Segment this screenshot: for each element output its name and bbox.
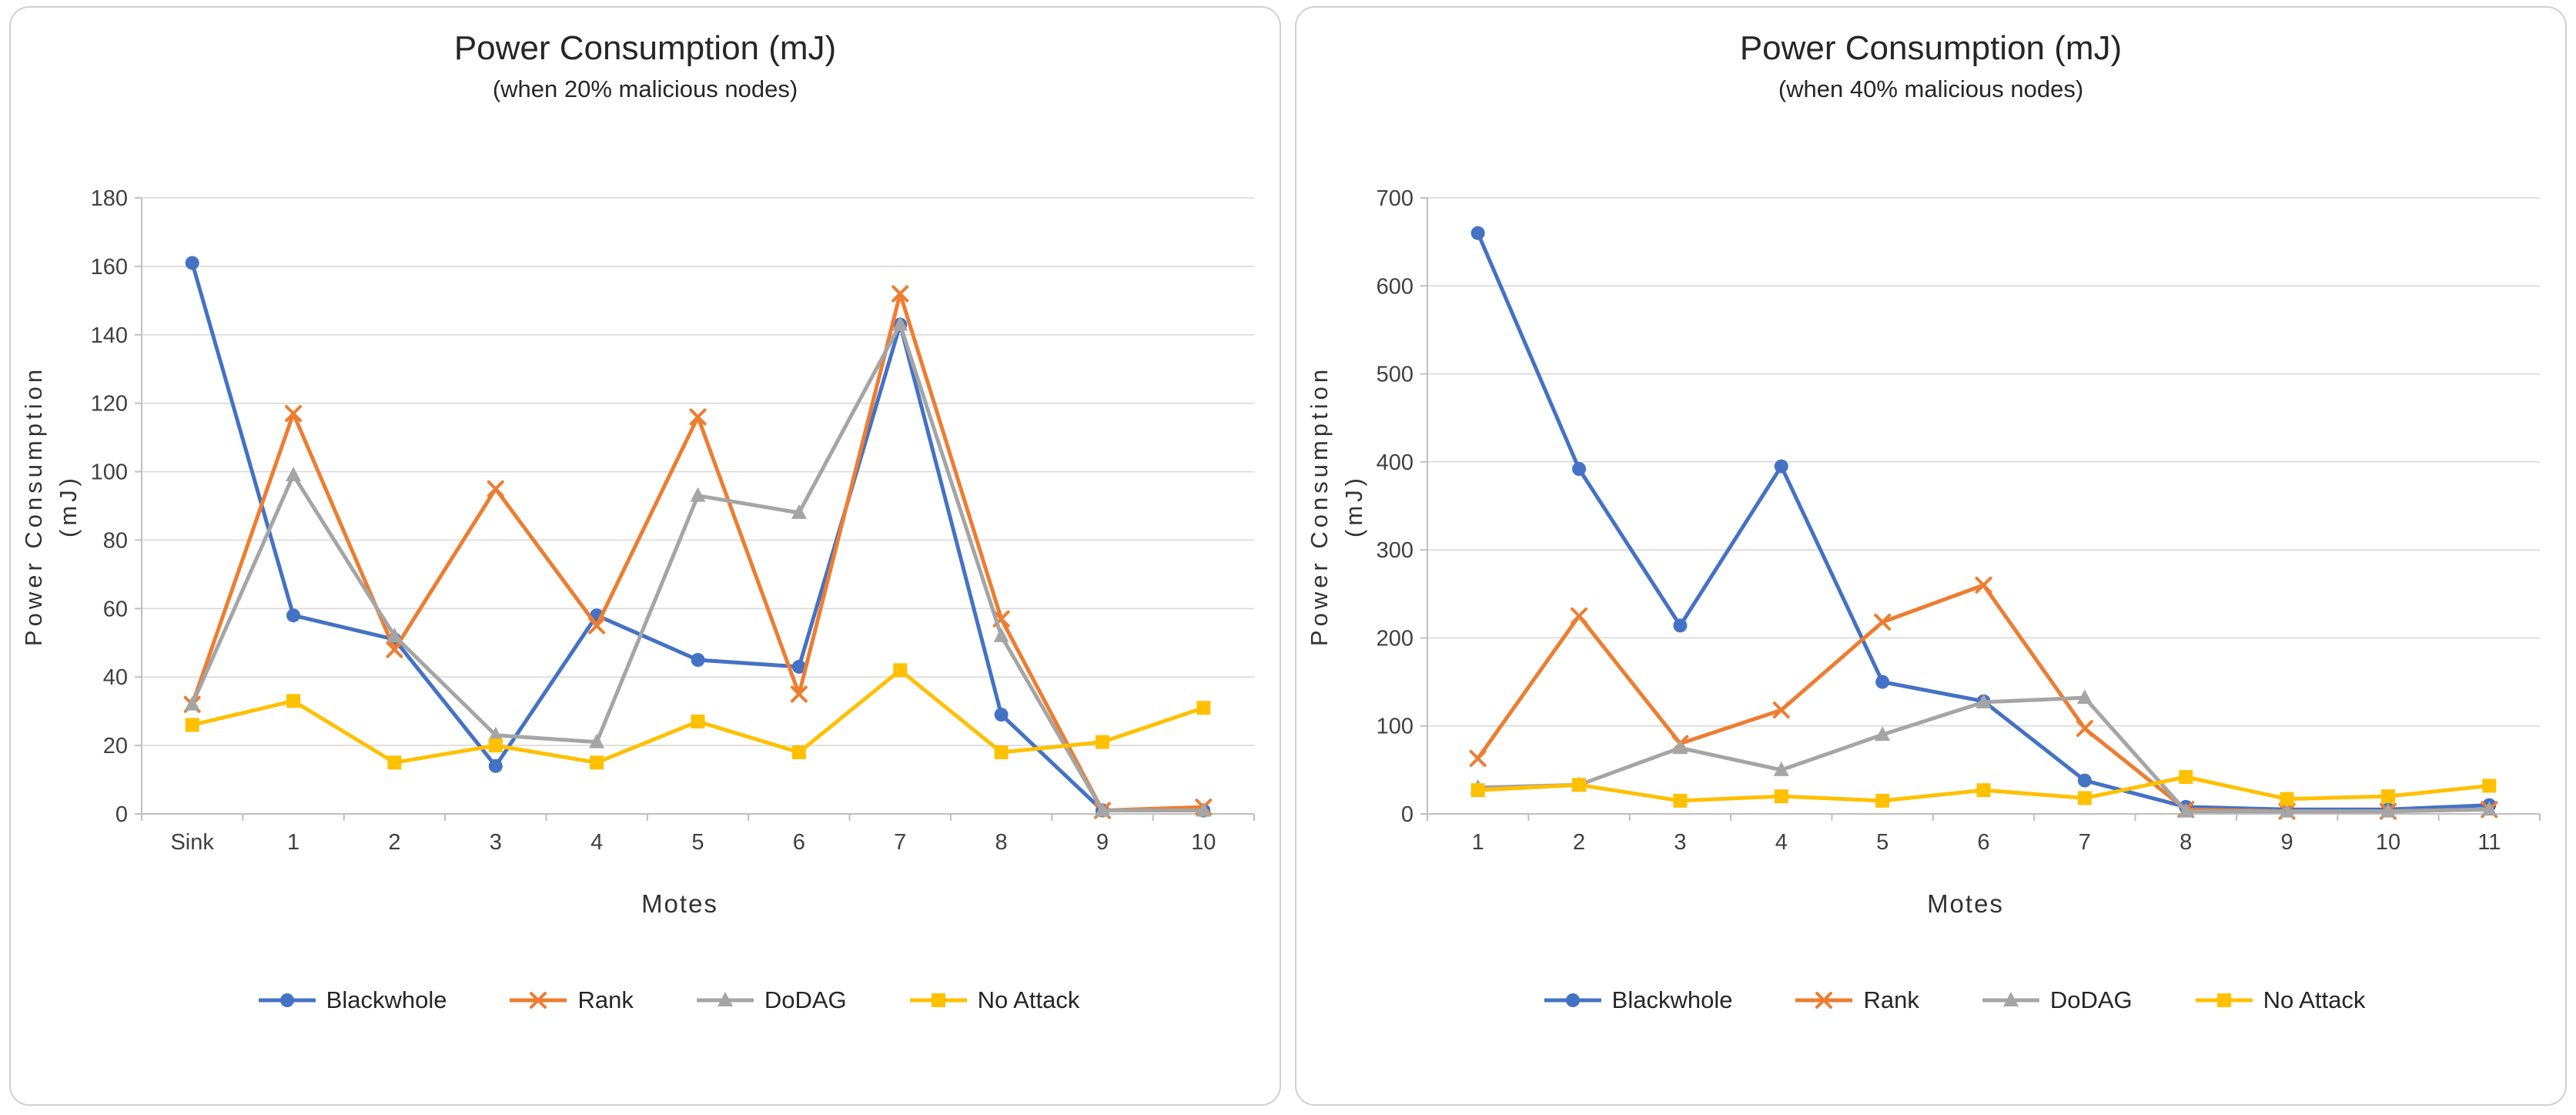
svg-text:3: 3 bbox=[490, 830, 502, 855]
svg-text:1: 1 bbox=[1472, 830, 1484, 855]
svg-text:11: 11 bbox=[2477, 830, 2501, 855]
legend-marker-rank-icon bbox=[510, 992, 567, 1009]
chart-panel-20pct: Power Consumption (mJ) (when 20% malicio… bbox=[9, 6, 1281, 1106]
legend-label-dodag: DoDAG bbox=[764, 986, 847, 1013]
svg-text:9: 9 bbox=[2281, 830, 2293, 855]
legend-marker-blackwhole-icon bbox=[258, 993, 316, 1007]
legend-item-dodag: DoDAG bbox=[1981, 986, 2133, 1014]
svg-text:400: 400 bbox=[1377, 450, 1413, 475]
svg-text:9: 9 bbox=[1096, 830, 1109, 855]
svg-text:5: 5 bbox=[1876, 830, 1889, 855]
svg-text:2: 2 bbox=[388, 830, 400, 855]
svg-text:100: 100 bbox=[1377, 715, 1413, 739]
svg-text:700: 700 bbox=[1377, 186, 1413, 211]
svg-text:40: 40 bbox=[103, 665, 128, 690]
svg-text:80: 80 bbox=[103, 528, 128, 553]
legend-label-blackwhole: Blackwhole bbox=[326, 986, 447, 1013]
svg-text:100: 100 bbox=[91, 460, 128, 485]
y-axis-title-line1: Power Consumption bbox=[1306, 365, 1333, 647]
svg-text:160: 160 bbox=[91, 255, 128, 280]
legend-label-no-attack: No Attack bbox=[2263, 986, 2366, 1013]
svg-text:500: 500 bbox=[1377, 363, 1413, 387]
svg-text:0: 0 bbox=[1401, 802, 1413, 827]
plot-area-wrap: Power Consumption (mJ) 0 20 40 60 80 100 120 14… bbox=[20, 176, 1262, 885]
svg-text:7: 7 bbox=[2079, 830, 2091, 855]
svg-text:20: 20 bbox=[103, 734, 128, 758]
legend-item-no-attack: No Attack bbox=[2194, 986, 2366, 1014]
svg-text:200: 200 bbox=[1377, 626, 1413, 651]
svg-text:3: 3 bbox=[1674, 830, 1686, 855]
legend-label-rank: Rank bbox=[1863, 986, 1919, 1013]
line-chart-20pct: 0 20 40 60 80 100 120 140 160 180 Sink 1 2 3 4 5 6 7 8 9 10 bbox=[91, 186, 1255, 855]
chart-subtitle: (when 20% malicious nodes) bbox=[492, 75, 798, 102]
legend-item-dodag: DoDAG bbox=[695, 986, 847, 1014]
svg-text:Sink: Sink bbox=[170, 830, 214, 855]
chart-legend: Blackwhole Rank DoDAG No Attack bbox=[211, 986, 1080, 1014]
y-axis-title: Power Consumption (mJ) bbox=[17, 159, 86, 852]
legend-marker-dodag-icon bbox=[1982, 992, 2039, 1006]
svg-text:4: 4 bbox=[1775, 830, 1788, 855]
plot-area-wrap: Power Consumption (mJ) 0 100 200 300 400 500 6… bbox=[1306, 176, 2548, 885]
legend-label-dodag: DoDAG bbox=[2049, 986, 2133, 1013]
legend-item-blackwhole: Blackwhole bbox=[1543, 986, 1733, 1014]
svg-text:6: 6 bbox=[793, 830, 805, 855]
legend-marker-rank-icon bbox=[1795, 992, 1853, 1009]
legend-label-rank: Rank bbox=[577, 986, 634, 1013]
chart-title: Power Consumption (mJ) bbox=[453, 29, 837, 67]
svg-text:0: 0 bbox=[115, 802, 128, 827]
x-axis-title: Motes bbox=[641, 889, 718, 918]
svg-text:2: 2 bbox=[1573, 830, 1585, 855]
y-axis-title-line2: (mJ) bbox=[1340, 474, 1367, 537]
line-chart-40pct: 0 100 200 300 400 500 600 700 1 2 3 4 5 6 7 8 9 10 11 bbox=[1377, 186, 2541, 855]
legend-marker-no-attack-icon bbox=[909, 993, 967, 1007]
svg-text:120: 120 bbox=[91, 392, 128, 417]
legend-marker-no-attack-icon bbox=[2195, 993, 2253, 1007]
svg-text:8: 8 bbox=[995, 830, 1008, 855]
svg-text:6: 6 bbox=[1977, 830, 1989, 855]
svg-text:140: 140 bbox=[91, 323, 128, 348]
y-axis-title-line2: (mJ) bbox=[55, 474, 82, 537]
svg-text:5: 5 bbox=[691, 830, 704, 855]
legend-item-rank: Rank bbox=[1794, 986, 1919, 1014]
legend-label-blackwhole: Blackwhole bbox=[1611, 986, 1733, 1013]
svg-text:300: 300 bbox=[1377, 538, 1413, 563]
svg-text:8: 8 bbox=[2180, 830, 2192, 855]
legend-item-blackwhole: Blackwhole bbox=[257, 986, 447, 1014]
legend-label-no-attack: No Attack bbox=[977, 986, 1080, 1013]
svg-text:10: 10 bbox=[1191, 830, 1216, 855]
svg-text:180: 180 bbox=[91, 186, 128, 211]
legend-marker-dodag-icon bbox=[696, 992, 754, 1006]
y-axis-title: Power Consumption (mJ) bbox=[1303, 159, 1372, 852]
svg-text:10: 10 bbox=[2376, 830, 2400, 855]
legend-marker-blackwhole-icon bbox=[1544, 993, 1601, 1007]
chart-panel-40pct: Power Consumption (mJ) (when 40% malicio… bbox=[1295, 6, 2567, 1106]
legend-item-no-attack: No Attack bbox=[908, 986, 1080, 1014]
chart-legend: Blackwhole Rank DoDAG No Attack bbox=[1497, 986, 2366, 1014]
svg-text:7: 7 bbox=[894, 830, 906, 855]
y-axis-title-line1: Power Consumption bbox=[20, 365, 48, 647]
legend-item-rank: Rank bbox=[508, 986, 634, 1014]
chart-subtitle: (when 40% malicious nodes) bbox=[1778, 75, 2084, 102]
svg-text:4: 4 bbox=[590, 830, 603, 855]
chart-title: Power Consumption (mJ) bbox=[1739, 29, 2123, 67]
svg-text:60: 60 bbox=[103, 597, 128, 621]
x-axis-title: Motes bbox=[1927, 889, 2004, 918]
svg-text:600: 600 bbox=[1377, 274, 1413, 299]
svg-text:1: 1 bbox=[287, 830, 299, 855]
